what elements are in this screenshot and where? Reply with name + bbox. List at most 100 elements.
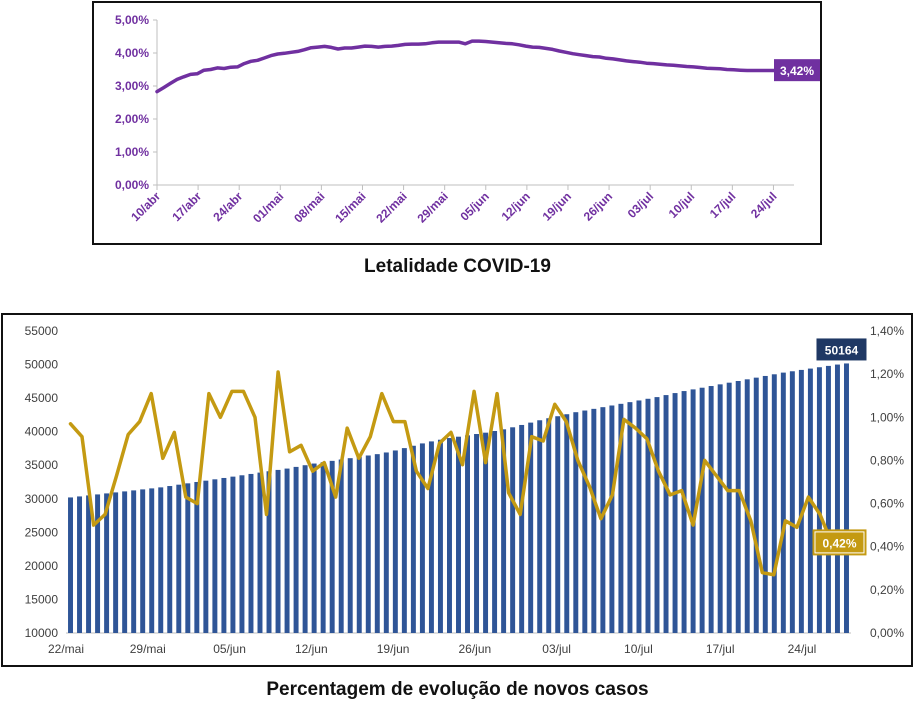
case-bar bbox=[591, 408, 597, 633]
x-tick-label: 05/jun bbox=[457, 189, 491, 223]
case-bar bbox=[428, 441, 434, 633]
case-bar bbox=[122, 491, 128, 633]
case-bar bbox=[383, 452, 389, 633]
case-bar bbox=[609, 405, 615, 633]
y-tick-label: 0,00% bbox=[115, 178, 149, 192]
end-value-label: 3,42% bbox=[780, 64, 814, 78]
bar-end-label: 50164 bbox=[825, 343, 859, 357]
x-tick-label: 22/mai bbox=[373, 189, 409, 225]
x-tick-label: 19/jun bbox=[377, 642, 410, 656]
letalidade-chart-caption: Letalidade COVID-19 bbox=[364, 256, 551, 277]
novos-casos-chart-caption: Percentagem de evolução de novos casos bbox=[266, 679, 649, 700]
case-bar bbox=[708, 386, 714, 633]
x-tick-label: 12/jun bbox=[499, 189, 533, 223]
case-bar bbox=[149, 488, 155, 633]
case-bar bbox=[636, 400, 642, 633]
y-tick-label: 40000 bbox=[25, 425, 59, 439]
case-bar bbox=[618, 403, 624, 633]
case-bar bbox=[465, 435, 470, 633]
case-bar bbox=[221, 477, 227, 633]
case-bar bbox=[573, 412, 579, 633]
case-bar bbox=[825, 365, 831, 633]
x-tick-label: 24/abr bbox=[210, 189, 245, 224]
case-bar bbox=[627, 402, 633, 633]
case-bar bbox=[582, 410, 588, 633]
y2-tick-label: 1,20% bbox=[870, 367, 904, 381]
case-bar bbox=[104, 493, 110, 633]
case-bar bbox=[212, 479, 218, 633]
x-tick-label: 26/jun bbox=[459, 642, 492, 656]
case-bar bbox=[68, 497, 73, 633]
case-bar bbox=[753, 377, 759, 633]
y2-tick-label: 0,00% bbox=[870, 626, 904, 640]
y-tick-label: 10000 bbox=[25, 626, 59, 640]
case-bar bbox=[663, 395, 669, 633]
case-bar bbox=[771, 374, 777, 633]
end-value-badge bbox=[774, 59, 820, 82]
case-bar bbox=[717, 384, 723, 633]
case-bar bbox=[167, 486, 173, 633]
line-end-label: 0,42% bbox=[822, 536, 856, 550]
line-end-badge bbox=[815, 532, 864, 553]
case-bar bbox=[600, 407, 606, 633]
case-bar bbox=[735, 381, 741, 633]
case-bar bbox=[681, 391, 687, 633]
case-bar bbox=[77, 496, 83, 633]
case-bar bbox=[284, 468, 290, 633]
case-bar bbox=[780, 372, 786, 633]
case-bar bbox=[789, 371, 795, 633]
x-tick-label: 24/jul bbox=[748, 189, 780, 221]
letalidade-series-line bbox=[155, 39, 796, 94]
case-bar bbox=[266, 471, 272, 633]
case-bar bbox=[302, 465, 308, 633]
case-bar bbox=[275, 469, 281, 633]
case-bar bbox=[528, 422, 534, 633]
x-tick-label: 10/abr bbox=[128, 189, 163, 224]
case-bar bbox=[158, 487, 164, 633]
x-tick-label: 26/jun bbox=[581, 189, 615, 223]
case-bar bbox=[95, 494, 101, 633]
x-tick-label: 03/jul bbox=[542, 642, 571, 656]
y-tick-label: 45000 bbox=[25, 391, 59, 405]
case-bar bbox=[844, 363, 849, 633]
case-bar bbox=[248, 473, 254, 633]
case-bar bbox=[230, 476, 236, 633]
case-bar bbox=[293, 466, 299, 633]
x-tick-label: 29/mai bbox=[414, 189, 450, 225]
x-tick-label: 29/mai bbox=[130, 642, 166, 656]
case-bar bbox=[474, 434, 480, 633]
case-bar bbox=[726, 382, 732, 633]
case-bar bbox=[365, 455, 371, 633]
case-bar bbox=[374, 454, 380, 633]
y2-tick-label: 0,40% bbox=[870, 540, 904, 554]
case-bar bbox=[699, 387, 705, 633]
case-bar bbox=[185, 483, 191, 633]
case-bar bbox=[194, 482, 200, 633]
x-tick-label: 17/abr bbox=[169, 189, 204, 224]
case-bar bbox=[447, 438, 452, 633]
y2-tick-label: 0,80% bbox=[870, 453, 904, 467]
case-bar bbox=[329, 460, 335, 633]
y-tick-label: 2,00% bbox=[115, 112, 149, 126]
y-tick-label: 50000 bbox=[25, 358, 59, 372]
case-bar bbox=[239, 475, 245, 633]
y-tick-label: 35000 bbox=[25, 458, 59, 472]
case-bar bbox=[140, 489, 146, 633]
novos-casos-chart: 10000 15000 20000 25000 30000 35000 40000 45000… bbox=[25, 324, 905, 656]
x-tick-label: 24/jul bbox=[788, 642, 817, 656]
x-tick-label: 15/mai bbox=[332, 189, 368, 225]
case-bar bbox=[437, 439, 443, 633]
x-tick-label: 17/jul bbox=[706, 642, 735, 656]
novos-casos-chart-frame: 10000 15000 20000 25000 30000 35000 40000 45000… bbox=[1, 313, 913, 667]
letalidade-chart: 0,00% 1,00% 2,00% 3,00% 4,00% 5,00% 10/abr 17/a… bbox=[115, 13, 820, 226]
case-bar bbox=[690, 389, 696, 633]
case-bar bbox=[203, 480, 209, 633]
y-tick-label: 55000 bbox=[25, 324, 59, 338]
case-bar bbox=[816, 367, 822, 633]
y-tick-label: 30000 bbox=[25, 492, 59, 506]
x-tick-label: 03/jul bbox=[625, 189, 657, 221]
y-tick-label: 4,00% bbox=[115, 46, 149, 60]
case-bar bbox=[546, 418, 552, 633]
x-tick-label: 22/mai bbox=[48, 642, 84, 656]
y-tick-label: 15000 bbox=[25, 592, 59, 606]
